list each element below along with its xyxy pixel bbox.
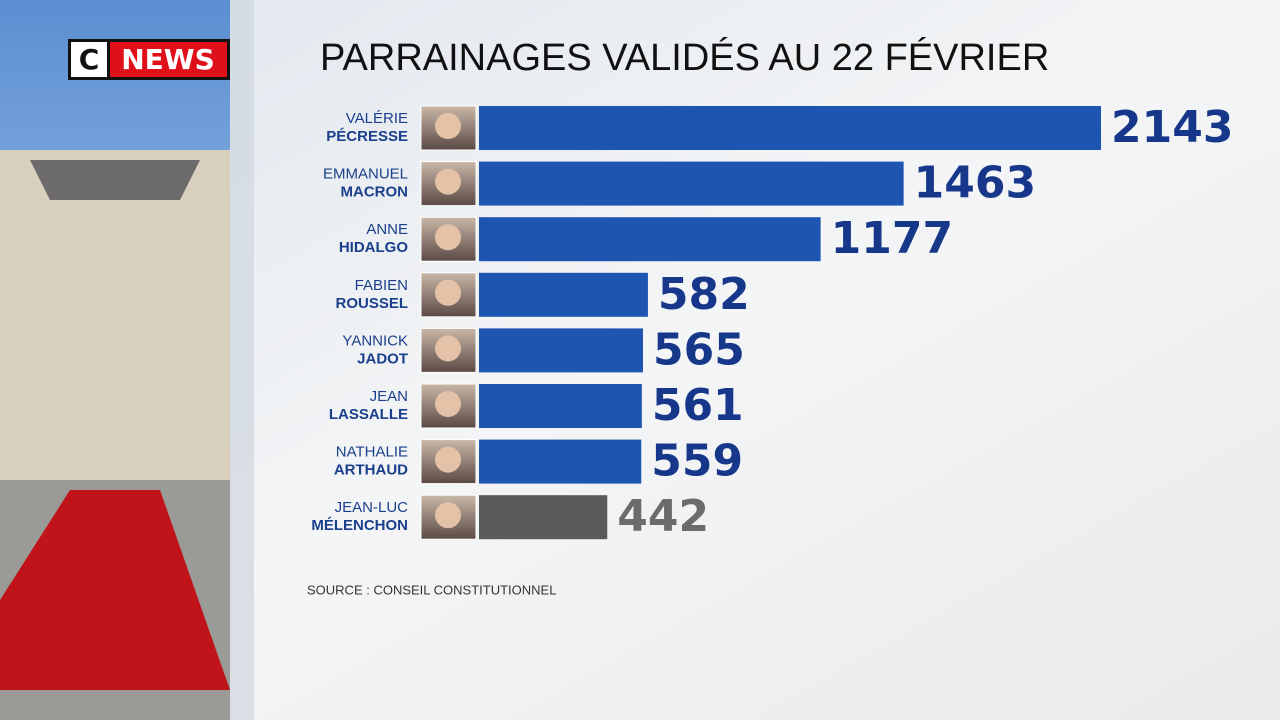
value-label: 2143: [1111, 102, 1233, 153]
first-name: FABIEN: [355, 277, 408, 294]
last-name: PÉCRESSE: [326, 128, 408, 145]
value-label: 1463: [914, 158, 1036, 209]
logo-news-box: [110, 42, 227, 77]
building: [0, 150, 230, 490]
portrait-face: [435, 391, 461, 417]
value-label: 561: [652, 380, 744, 431]
bar: [479, 439, 642, 484]
first-name: JEAN: [370, 388, 408, 405]
value-label: 565: [653, 324, 745, 375]
portrait-face: [435, 279, 461, 306]
red-carpet: [0, 490, 230, 690]
first-name: VALÉRIE: [346, 110, 408, 127]
last-name: MACRON: [341, 184, 409, 201]
value-label: 442: [617, 491, 709, 542]
last-name: LASSALLE: [329, 406, 408, 423]
logo-news: NEWS: [121, 43, 215, 76]
portrait-face: [435, 224, 461, 251]
logo-c-box: [71, 42, 107, 77]
value-label: 559: [651, 436, 743, 487]
last-name: HIDALGO: [339, 239, 408, 256]
bar: [479, 217, 821, 262]
first-name: ANNE: [366, 221, 408, 238]
first-name: NATHALIE: [336, 444, 408, 461]
first-name: YANNICK: [342, 332, 408, 349]
first-name: EMMANUEL: [323, 166, 408, 183]
bar: [479, 384, 642, 428]
portrait-face: [435, 335, 461, 362]
value-label: 1177: [831, 213, 953, 264]
roof: [30, 160, 200, 200]
bar: [479, 106, 1101, 150]
chart-title: PARRAINAGES VALIDÉS AU 22 FÉVRIER: [320, 36, 1049, 79]
last-name: ROUSSEL: [335, 295, 408, 312]
logo: C NEWS: [68, 39, 230, 80]
bar: [479, 328, 643, 373]
last-name: JADOT: [357, 350, 408, 367]
last-name: ARTHAUD: [334, 462, 408, 479]
logo-c: C: [79, 43, 100, 76]
bar: [479, 495, 608, 540]
last-name: MÉLENCHON: [311, 517, 408, 534]
bar: [479, 161, 904, 206]
bar: [479, 272, 648, 317]
portrait-face: [435, 113, 461, 139]
first-name: JEAN-LUC: [335, 499, 409, 516]
value-label: 582: [658, 269, 750, 320]
divider: [230, 0, 254, 720]
portrait-face: [435, 502, 461, 529]
portrait-face: [435, 446, 461, 473]
source: SOURCE : CONSEIL CONSTITUTIONNEL: [307, 582, 556, 597]
portrait-face: [435, 168, 461, 195]
